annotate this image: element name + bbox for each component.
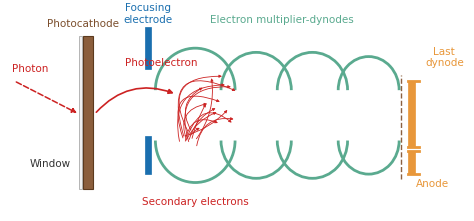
Bar (146, 27, 151, 69)
Bar (408, 81, 415, 147)
Text: Last
dynode: Last dynode (425, 47, 464, 69)
Bar (83, 36, 93, 189)
Text: Photon: Photon (12, 64, 49, 74)
Text: Anode: Anode (416, 179, 449, 189)
Text: Window: Window (29, 159, 71, 169)
Text: Secondary electrons: Secondary electrons (142, 197, 248, 207)
Text: Focusing
electrode: Focusing electrode (124, 4, 173, 25)
Bar (408, 151, 415, 174)
Bar (79, 36, 82, 189)
Text: Photoelectron: Photoelectron (125, 58, 197, 68)
Text: Photocathode: Photocathode (47, 19, 118, 29)
Text: Electron multiplier-dynodes: Electron multiplier-dynodes (210, 15, 354, 25)
Bar (146, 136, 151, 174)
